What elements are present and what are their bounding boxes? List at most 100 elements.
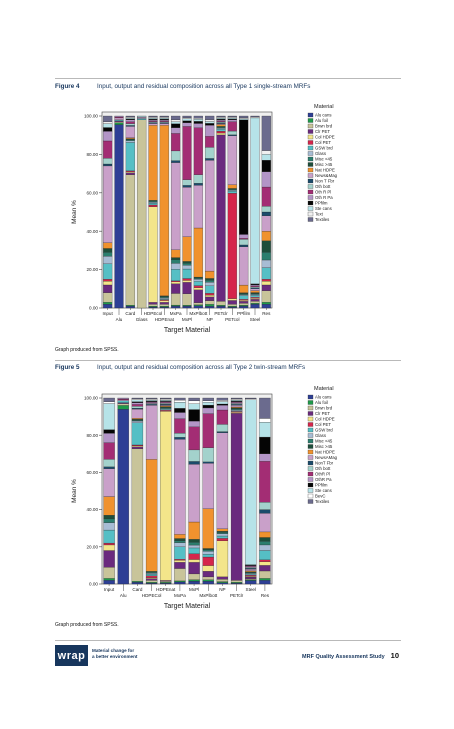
bar-segment-0-14-11 <box>261 215 271 232</box>
figure-4-note: Graph produced from SPSS. <box>55 347 119 353</box>
legend-swatch-1-14 <box>307 471 314 477</box>
x-tick-label-0-13: Steel <box>250 317 260 322</box>
bar-segment-0-10-3 <box>216 134 226 302</box>
legend-label-0-0: Alu cans <box>315 113 331 118</box>
bar-segment-0-3-7 <box>137 117 147 120</box>
bar-segment-0-4-15 <box>148 119 158 121</box>
bar-segment-1-8-18 <box>216 400 229 402</box>
bar-segment-0-4-7 <box>148 202 158 204</box>
figure-4-caption: Input, output and residual composition a… <box>97 83 311 90</box>
legend-label-0-1: Alu foil <box>315 118 328 123</box>
bar-segment-0-4-18 <box>148 116 158 118</box>
bar-segment-1-6-19 <box>188 397 200 402</box>
bar-segment-0-7-5 <box>182 278 192 281</box>
bar-segment-1-0-1 <box>103 578 115 581</box>
bar-segment-1-4-17 <box>160 399 172 401</box>
bar-segment-0-6-14 <box>171 133 181 152</box>
bar-segment-1-1-1 <box>117 405 129 410</box>
bar-segment-1-11-18 <box>259 418 271 423</box>
bar-segment-1-11-2 <box>259 570 271 579</box>
y-tick-label-1-1: 20.00 <box>87 544 99 549</box>
bar-segment-0-11-9 <box>227 188 237 190</box>
bar-segment-1-8-10 <box>216 528 229 532</box>
bar-segment-0-5-8 <box>159 296 169 298</box>
bar-segment-1-6-4 <box>188 559 200 563</box>
bar-segment-0-9-18 <box>205 119 215 122</box>
bar-segment-0-12-3 <box>239 301 249 304</box>
bar-segment-0-6-3 <box>171 283 181 294</box>
legend-swatch-0-1 <box>307 118 314 123</box>
bar-segment-0-2-14 <box>125 121 135 124</box>
bar-segment-1-9-1 <box>230 582 243 584</box>
bar-segment-0-6-15 <box>171 127 181 134</box>
bar-segment-0-11-10 <box>227 184 237 189</box>
bar-segment-1-2-8 <box>131 419 144 422</box>
bar-segment-1-11-9 <box>259 537 271 542</box>
bar-segment-1-11-16 <box>259 436 271 454</box>
figure-5-caption: Input, output and residual composition a… <box>97 364 306 371</box>
bar-segment-0-10-7 <box>216 128 226 130</box>
page-number: 10 <box>390 651 399 660</box>
bar-segment-0-2-7 <box>125 140 135 143</box>
bar-segment-1-0-10 <box>103 496 115 516</box>
bar-segment-0-10-19 <box>216 115 226 118</box>
bar-segment-1-0-7 <box>103 522 115 531</box>
legend-label-0-6: GSW brd <box>315 146 333 151</box>
bar-segment-1-7-5 <box>202 556 214 566</box>
bar-segment-1-3-9 <box>145 571 158 573</box>
bar-segment-1-7-3 <box>202 571 214 578</box>
bar-segment-0-8-10 <box>193 227 203 278</box>
bar-segment-0-11-14 <box>227 121 237 132</box>
bar-segment-1-0-8 <box>103 518 115 523</box>
legend-swatch-0-16 <box>307 200 314 206</box>
bar-segment-0-1-2 <box>114 121 124 123</box>
legend-swatch-0-0 <box>307 112 314 118</box>
bar-segment-1-8-9 <box>216 531 229 533</box>
bar-segment-1-3-16 <box>145 400 158 402</box>
bar-segment-1-6-17 <box>188 403 200 410</box>
bar-segment-0-7-13 <box>182 179 192 186</box>
bar-segment-1-6-10 <box>188 521 200 540</box>
bar-segment-0-13-14 <box>250 285 260 287</box>
bar-segment-0-0-19 <box>103 115 113 122</box>
bar-segment-0-12-1 <box>239 305 249 307</box>
plot-area-1 <box>101 393 273 585</box>
bar-segment-0-7-2 <box>182 293 192 306</box>
x-tick-label-0-12: PPfilm <box>237 311 250 316</box>
wrap-logo: wrap <box>55 645 88 666</box>
bar-segment-1-11-10 <box>259 531 271 538</box>
bar-segment-1-9-12 <box>230 404 243 406</box>
bar-segment-0-7-3 <box>182 282 192 294</box>
bar-segment-1-3-11 <box>145 405 158 460</box>
bar-segment-1-5-13 <box>174 433 186 438</box>
bar-segment-1-6-8 <box>188 542 200 546</box>
bar-segment-1-9-4 <box>230 412 243 414</box>
bar-segment-0-1-1 <box>114 122 124 125</box>
y-tick-label-0-2: 40.00 <box>87 229 99 234</box>
bar-segment-0-6-2 <box>171 293 181 306</box>
x-tick-label-0-2: Card <box>125 311 135 316</box>
bar-segment-0-6-13 <box>171 150 181 161</box>
bar-segment-1-9-7 <box>230 409 243 411</box>
bar-segment-0-0-10 <box>103 242 113 249</box>
legend-swatch-1-4 <box>307 416 314 422</box>
bar-segment-0-11-2 <box>227 304 237 307</box>
bar-segment-0-5-18 <box>159 116 169 118</box>
bar-segment-1-4-2 <box>160 581 172 583</box>
bar-segment-0-11-12 <box>227 134 237 136</box>
x-tick-label-0-9: NP <box>206 317 212 322</box>
legend-label-1-0: Alu cans <box>315 395 331 400</box>
bar-segment-0-10-5 <box>216 131 226 134</box>
bar-segment-1-7-19 <box>202 397 214 401</box>
bar-segment-0-0-5 <box>103 279 113 282</box>
legend-swatch-1-0 <box>307 394 314 400</box>
bar-segment-0-13-4 <box>250 298 260 300</box>
bar-segment-0-3-17 <box>137 115 147 118</box>
bar-segment-1-3-4 <box>145 577 158 579</box>
bar-segment-1-4-14 <box>160 402 172 404</box>
bar-segment-0-6-5 <box>171 280 181 282</box>
x-tick-label-0-10: PETclr <box>214 311 228 316</box>
x-tick-label-0-4: HDPEcol <box>144 311 163 316</box>
legend-label-0-15: Oth R Pa <box>315 195 333 200</box>
bar-segment-1-0-2 <box>103 567 115 579</box>
